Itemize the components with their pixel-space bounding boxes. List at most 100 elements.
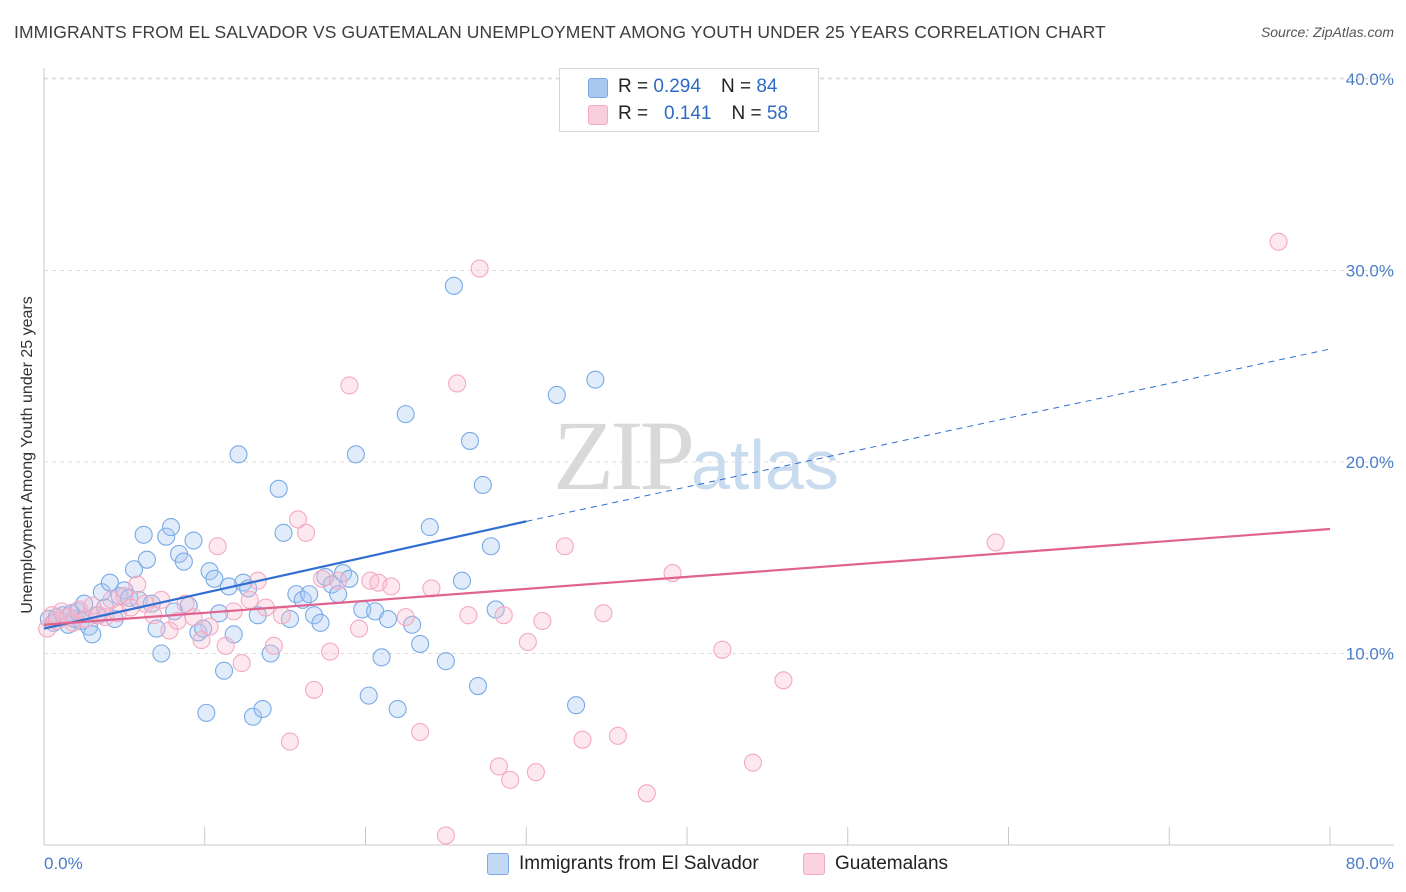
point-el-salvador <box>567 696 586 715</box>
point-el-salvador <box>311 613 330 632</box>
x-tick-label: 80.0% <box>1346 854 1394 873</box>
y-axis-label: Unemployment Among Youth under 25 years <box>19 296 36 614</box>
point-guatemalans <box>1269 232 1288 251</box>
point-el-salvador <box>396 405 415 424</box>
point-el-salvador <box>269 479 288 498</box>
trend-line-guatemalans <box>43 527 1331 626</box>
point-el-salvador <box>197 703 216 722</box>
point-guatemalans <box>518 632 537 652</box>
watermark-atlas: atlas <box>691 426 839 504</box>
point-guatemalans <box>296 523 316 542</box>
point-el-salvador <box>243 707 263 726</box>
x-tick-label: 0.0% <box>44 854 83 873</box>
point-guatemalans <box>83 596 102 615</box>
legend-row-el-salvador: R = 0.294 N = 84 <box>618 75 777 99</box>
bottom-legend-el-salvador: Immigrants from El Salvador <box>487 851 759 877</box>
point-el-salvador <box>481 537 500 556</box>
y-tick-label: 10.0% <box>1346 645 1394 664</box>
point-el-salvador <box>340 569 359 588</box>
point-el-salvador <box>378 609 398 629</box>
point-el-salvador <box>134 525 153 544</box>
point-el-salvador <box>137 550 156 569</box>
point-guatemalans <box>321 642 340 661</box>
point-guatemalans <box>533 611 552 630</box>
trend-line-el-salvador <box>43 520 527 630</box>
point-guatemalans <box>152 590 171 609</box>
point-el-salvador <box>174 552 193 571</box>
point-el-salvador <box>152 644 171 663</box>
point-guatemalans <box>382 577 401 596</box>
legend-n-label: N = <box>720 76 752 97</box>
point-el-salvador <box>300 585 319 604</box>
point-el-salvador <box>372 648 391 667</box>
legend-r-value: 0.141 <box>663 103 712 124</box>
point-guatemalans <box>436 826 455 845</box>
y-tick-label: 20.0% <box>1346 453 1394 472</box>
point-guatemalans <box>489 757 508 776</box>
point-guatemalans <box>713 640 732 659</box>
y-tick-label: 30.0% <box>1346 262 1394 281</box>
point-el-salvador <box>388 699 407 719</box>
legend-row-guatemalans: R = 0.141 N = 58 <box>618 102 788 126</box>
point-guatemalans <box>637 784 656 803</box>
y-tick-label: 40.0% <box>1346 70 1394 89</box>
point-guatemalans <box>240 590 259 609</box>
point-el-salvador <box>468 677 488 696</box>
point-el-salvador <box>346 445 365 464</box>
legend-swatch-guatemalans <box>588 105 608 125</box>
point-guatemalans <box>396 608 415 627</box>
point-guatemalans <box>200 617 219 636</box>
point-guatemalans <box>115 586 134 606</box>
point-guatemalans <box>350 619 369 638</box>
point-el-salvador <box>460 431 480 450</box>
stats-legend: R = 0.294 N = 84 R = 0.141 N = 58 <box>559 68 819 132</box>
point-guatemalans <box>555 537 574 556</box>
point-guatemalans <box>594 604 613 623</box>
point-guatemalans <box>743 753 762 772</box>
point-guatemalans <box>774 671 793 690</box>
watermark: ZIPatlas <box>553 398 839 513</box>
point-guatemalans <box>272 606 291 625</box>
legend-n-label: N = <box>731 103 762 124</box>
point-el-salvador <box>403 615 422 634</box>
point-el-salvador <box>157 527 176 546</box>
trend-line-extension <box>526 348 1331 522</box>
point-guatemalans <box>232 654 251 673</box>
source-label: Source: ZipAtlas.com <box>1260 24 1394 40</box>
point-el-salvador <box>444 276 463 295</box>
point-guatemalans <box>305 680 324 699</box>
point-guatemalans <box>494 606 513 625</box>
legend-swatch-el-salvador <box>588 78 608 98</box>
point-el-salvador <box>205 569 224 588</box>
point-guatemalans <box>288 510 308 529</box>
point-el-salvador <box>547 385 566 405</box>
point-guatemalans <box>192 631 211 650</box>
point-el-salvador <box>184 531 203 550</box>
legend-n-value: 58 <box>766 103 789 124</box>
bottom-legend-swatch <box>487 853 509 875</box>
point-guatemalans <box>176 594 195 613</box>
point-el-salvador <box>586 370 605 389</box>
point-el-salvador <box>473 475 492 495</box>
point-guatemalans <box>526 763 545 782</box>
point-guatemalans <box>448 374 467 393</box>
point-guatemalans <box>128 575 147 594</box>
point-guatemalans <box>264 636 283 655</box>
point-el-salvador <box>411 634 430 653</box>
point-guatemalans <box>280 732 299 751</box>
bottom-legend-label: Immigrants from El Salvador <box>519 853 759 874</box>
point-guatemalans <box>501 770 520 789</box>
point-el-salvador <box>452 571 472 590</box>
point-guatemalans <box>329 571 348 590</box>
point-guatemalans <box>340 376 359 395</box>
point-el-salvador <box>161 518 181 537</box>
point-guatemalans <box>313 569 332 588</box>
legend-r-value: 0.294 <box>653 76 701 97</box>
point-el-salvador <box>253 699 272 719</box>
point-el-salvador <box>305 606 324 625</box>
legend-r-label: R = <box>618 76 649 97</box>
point-el-salvador <box>274 523 293 542</box>
point-guatemalans <box>208 537 227 556</box>
chart-title: IMMIGRANTS FROM EL SALVADOR VS GUATEMALA… <box>14 22 1106 42</box>
